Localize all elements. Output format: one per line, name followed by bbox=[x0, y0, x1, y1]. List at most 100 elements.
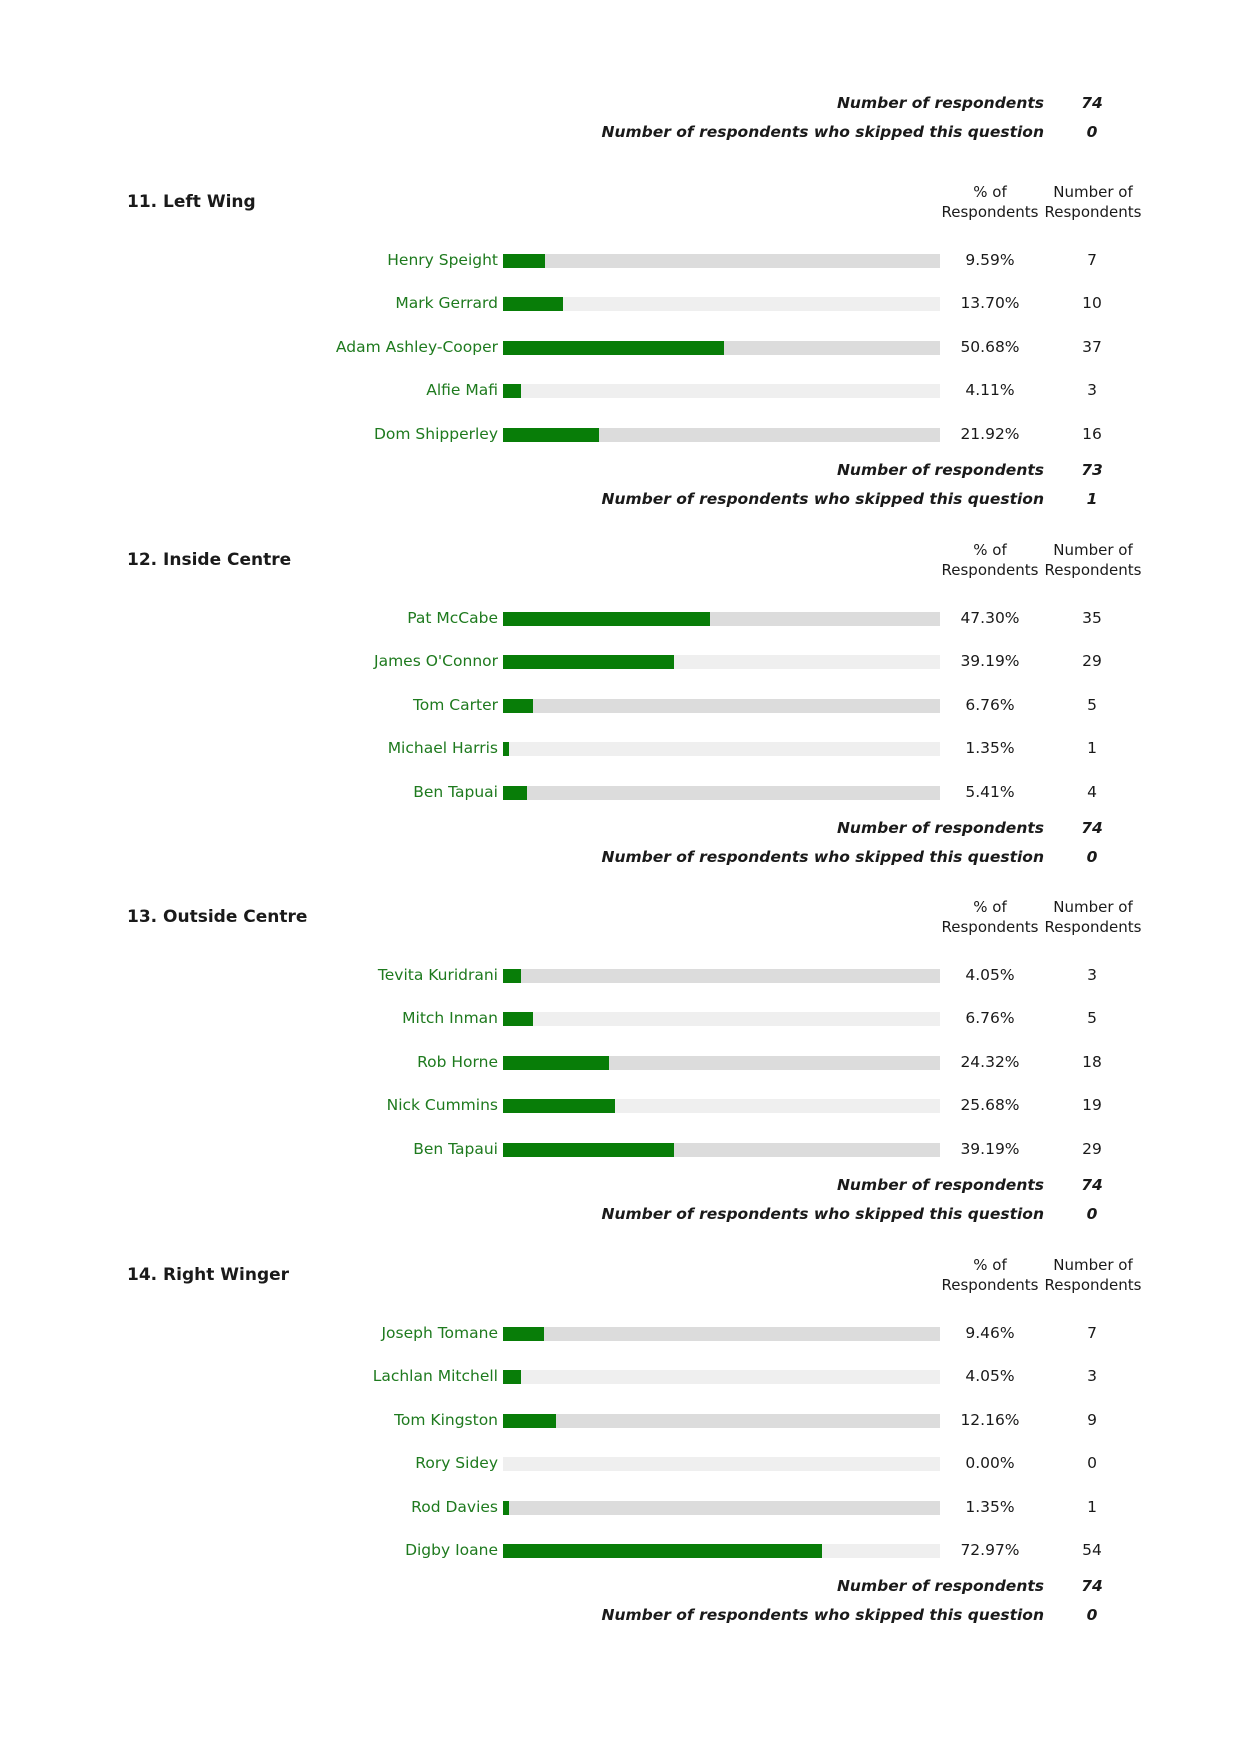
option-bar-track bbox=[503, 1370, 940, 1385]
option-percent: 50.68% bbox=[960, 337, 1020, 356]
option-label: Ben Tapaui bbox=[413, 1139, 498, 1158]
option-label: James O'Connor bbox=[374, 652, 498, 671]
option-bar-fill bbox=[503, 612, 710, 626]
option-row: Rod Davies 1.35% 1 bbox=[0, 1498, 1240, 1520]
option-percent: 4.11% bbox=[965, 381, 1015, 400]
respondents-row: Number of respondents 74 bbox=[0, 1176, 1240, 1202]
skipped-row: Number of respondents who skipped this q… bbox=[0, 848, 1240, 874]
option-label: Adam Ashley-Cooper bbox=[335, 337, 498, 356]
option-count: 19 bbox=[1082, 1096, 1102, 1115]
skipped-value: 0 bbox=[1086, 1606, 1098, 1624]
skipped-label: Number of respondents who skipped this q… bbox=[601, 1606, 1044, 1624]
option-percent: 13.70% bbox=[960, 294, 1020, 313]
column-header-percent: % of Respondents bbox=[935, 1255, 1045, 1295]
option-row: Rob Horne 24.32% 18 bbox=[0, 1053, 1240, 1075]
option-count: 29 bbox=[1082, 652, 1102, 671]
option-row: Henry Speight 9.59% 7 bbox=[0, 251, 1240, 273]
option-bar-fill bbox=[503, 384, 521, 399]
option-count: 1 bbox=[1087, 1497, 1097, 1516]
respondents-value: 74 bbox=[1081, 818, 1103, 837]
option-count: 54 bbox=[1082, 1541, 1102, 1559]
column-header-count: Number of Respondents bbox=[1038, 182, 1148, 222]
option-row: Ben Tapuai 5.41% 4 bbox=[0, 783, 1240, 805]
option-row: Joseph Tomane 9.46% 7 bbox=[0, 1324, 1240, 1346]
option-row: Adam Ashley-Cooper 50.68% 37 bbox=[0, 338, 1240, 360]
option-percent: 9.46% bbox=[965, 1324, 1015, 1342]
option-percent: 39.19% bbox=[960, 652, 1020, 671]
option-label: Tom Kingston bbox=[394, 1410, 498, 1429]
option-bar-track bbox=[503, 1099, 940, 1114]
option-bar-track bbox=[503, 297, 940, 312]
column-header-line: Respondents bbox=[1044, 918, 1142, 936]
column-header-percent: % of Respondents bbox=[935, 182, 1045, 222]
option-bar-track bbox=[503, 742, 940, 757]
skipped-value: 0 bbox=[1086, 847, 1098, 866]
option-bar-track bbox=[503, 785, 940, 800]
option-bar-fill bbox=[503, 742, 509, 757]
respondents-value: 74 bbox=[1081, 1577, 1103, 1595]
column-header-line: % of bbox=[973, 1256, 1007, 1274]
option-count: 0 bbox=[1087, 1454, 1097, 1473]
skipped-row: Number of respondents who skipped this q… bbox=[0, 490, 1240, 516]
option-label: Mitch Inman bbox=[402, 1009, 498, 1028]
option-count: 7 bbox=[1087, 251, 1097, 269]
column-header-line: Respondents bbox=[941, 203, 1039, 221]
respondents-label: Number of respondents bbox=[836, 1175, 1044, 1194]
column-header-line: Respondents bbox=[1044, 561, 1142, 579]
option-bar-fill bbox=[503, 1142, 675, 1157]
option-percent: 4.05% bbox=[965, 1367, 1015, 1386]
respondents-value: 73 bbox=[1081, 460, 1103, 479]
respondents-row: Number of respondents 73 bbox=[0, 461, 1240, 487]
option-label: Digby Ioane bbox=[405, 1541, 498, 1559]
option-percent: 25.68% bbox=[960, 1096, 1020, 1115]
top-respondents-row: Number of respondents 74 bbox=[0, 94, 1240, 120]
option-count: 16 bbox=[1082, 424, 1102, 443]
question-title: 12. Inside Centre bbox=[127, 550, 292, 570]
option-bar-track bbox=[503, 1500, 940, 1515]
option-bar-track bbox=[503, 1413, 940, 1428]
option-label: Henry Speight bbox=[387, 251, 498, 269]
option-bar-fill bbox=[503, 1099, 616, 1114]
column-header-line: % of bbox=[973, 898, 1007, 916]
option-row: Ben Tapaui 39.19% 29 bbox=[0, 1140, 1240, 1162]
column-header-line: % of bbox=[973, 541, 1007, 559]
respondents-label: Number of respondents bbox=[836, 94, 1044, 112]
option-label: Ben Tapuai bbox=[413, 782, 498, 801]
option-label: Rob Horne bbox=[417, 1052, 498, 1071]
respondents-value: 74 bbox=[1081, 1175, 1103, 1194]
option-count: 35 bbox=[1082, 609, 1102, 627]
option-bar-track bbox=[503, 340, 940, 355]
option-percent: 12.16% bbox=[960, 1410, 1020, 1429]
option-bar-fill bbox=[503, 427, 599, 442]
option-row: Mark Gerrard 13.70% 10 bbox=[0, 294, 1240, 316]
option-percent: 9.59% bbox=[965, 251, 1015, 269]
column-header-count: Number of Respondents bbox=[1038, 1255, 1148, 1295]
option-percent: 24.32% bbox=[960, 1052, 1020, 1071]
column-header-line: Respondents bbox=[1044, 1276, 1142, 1294]
skipped-label: Number of respondents who skipped this q… bbox=[601, 847, 1044, 866]
respondents-label: Number of respondents bbox=[836, 460, 1044, 479]
option-label: Tevita Kuridrani bbox=[377, 966, 498, 984]
option-count: 5 bbox=[1087, 695, 1097, 714]
question-title: 14. Right Winger bbox=[127, 1265, 290, 1285]
option-bar-fill bbox=[503, 969, 521, 983]
skipped-label: Number of respondents who skipped this q… bbox=[601, 1204, 1044, 1223]
column-header-line: Respondents bbox=[941, 561, 1039, 579]
option-percent: 39.19% bbox=[960, 1139, 1020, 1158]
option-bar-fill bbox=[503, 1055, 610, 1070]
option-count: 9 bbox=[1087, 1410, 1097, 1429]
option-percent: 5.41% bbox=[965, 782, 1015, 801]
column-header-line: Number of bbox=[1053, 541, 1133, 559]
option-bar-fill bbox=[503, 1544, 822, 1558]
option-bar-track bbox=[503, 655, 940, 670]
skipped-value: 1 bbox=[1086, 489, 1098, 508]
skipped-value: 0 bbox=[1086, 1204, 1098, 1223]
respondents-value: 74 bbox=[1081, 94, 1103, 112]
option-label: Nick Cummins bbox=[386, 1096, 498, 1115]
respondents-label: Number of respondents bbox=[836, 818, 1044, 837]
skipped-label: Number of respondents who skipped this q… bbox=[601, 489, 1044, 508]
option-count: 3 bbox=[1087, 381, 1097, 400]
option-bar-track bbox=[503, 254, 940, 268]
option-label: Rory Sidey bbox=[415, 1454, 498, 1473]
option-bar-fill bbox=[503, 1327, 545, 1341]
